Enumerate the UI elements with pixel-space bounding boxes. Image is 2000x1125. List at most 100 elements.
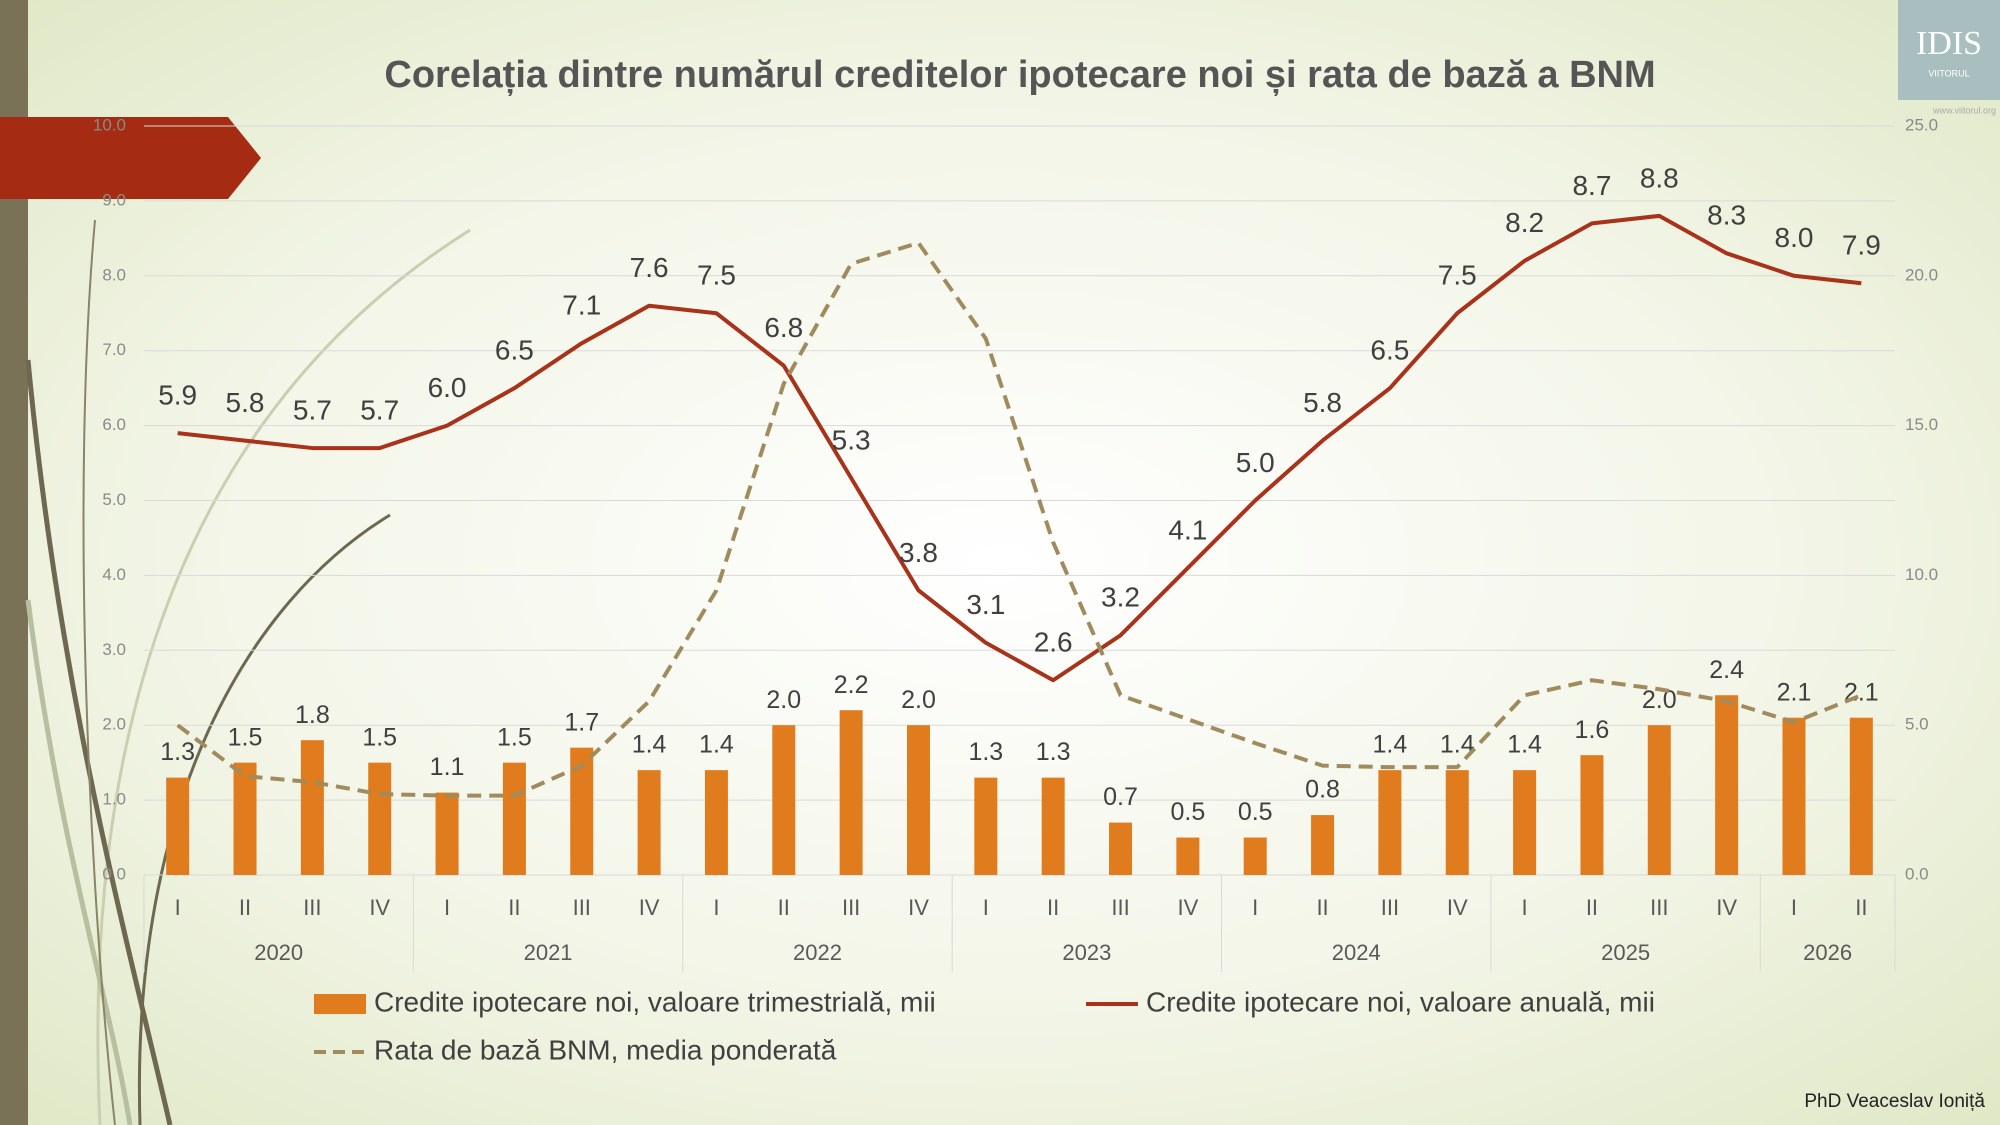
line-value-label: 8.3 [1707, 200, 1746, 231]
x-tick-label: IV [1716, 895, 1737, 920]
x-group-label: 2024 [1332, 940, 1381, 965]
line-value-label: 6.5 [495, 335, 534, 366]
line-value-label: 5.8 [1303, 387, 1342, 418]
line-value-label: 6.0 [428, 372, 467, 403]
logo-box [1898, 0, 2000, 100]
bar [772, 725, 796, 875]
x-group-label: 2025 [1601, 940, 1650, 965]
x-tick-label: IV [1447, 895, 1468, 920]
line-value-label: 2.6 [1034, 627, 1073, 658]
bar-value-label: 2.1 [1777, 678, 1812, 706]
x-group-label: 2021 [524, 940, 573, 965]
x-tick-label: IV [369, 895, 390, 920]
y-tick-label: 2.0 [102, 715, 126, 734]
bar [1445, 770, 1469, 875]
line-value-label: 5.7 [293, 394, 332, 425]
bar-value-label: 1.5 [497, 723, 532, 751]
bar [1647, 725, 1671, 875]
bar [906, 725, 930, 875]
legend-label: Credite ipotecare noi, valoare anuală, m… [1146, 986, 1655, 1017]
bar-value-label: 0.7 [1103, 783, 1138, 811]
x-group-label: 2020 [254, 940, 303, 965]
bar-value-label: 2.4 [1709, 656, 1744, 684]
x-group-label: 2022 [793, 940, 842, 965]
bar-value-label: 1.8 [295, 701, 330, 729]
bar [1378, 770, 1402, 875]
bar [1782, 717, 1806, 875]
x-tick-label: III [303, 895, 321, 920]
bar [1109, 822, 1133, 875]
bar [233, 762, 257, 875]
bar [1849, 717, 1873, 875]
bar [570, 747, 594, 875]
bar [368, 762, 392, 875]
logo-subtext: VIITORUL [1928, 68, 1969, 78]
x-tick-label: III [1650, 895, 1668, 920]
x-tick-label: I [1791, 895, 1797, 920]
bar [1311, 815, 1335, 875]
y-tick-label: 8.0 [102, 265, 126, 284]
dashed-line [176, 240, 1863, 798]
line-value-label: 7.1 [562, 290, 601, 321]
bar-value-label: 1.3 [1036, 738, 1071, 766]
line-value-label: 5.9 [158, 379, 197, 410]
bar-value-label: 2.2 [834, 671, 869, 699]
bar [1580, 755, 1604, 875]
line-value-label: 8.7 [1572, 170, 1611, 201]
x-tick-label: III [842, 895, 860, 920]
y2-tick-label: 5.0 [1905, 715, 1929, 734]
bar-value-label: 2.0 [766, 686, 801, 714]
bar [502, 762, 526, 875]
line-value-label: 7.5 [697, 260, 736, 291]
x-tick-label: II [1316, 895, 1328, 920]
line-value-label: 3.2 [1101, 582, 1140, 613]
y-tick-label: 0.0 [102, 864, 126, 883]
x-tick-label: IV [639, 895, 660, 920]
bar [1513, 770, 1537, 875]
bar-value-label: 1.7 [564, 708, 599, 736]
bar [1715, 695, 1739, 875]
x-tick-label: I [1252, 895, 1258, 920]
x-tick-label: II [239, 895, 251, 920]
bar-value-label: 1.5 [362, 723, 397, 751]
x-group-label: 2026 [1803, 940, 1852, 965]
bar [300, 740, 324, 875]
x-group-label: 2023 [1062, 940, 1111, 965]
x-tick-label: IV [908, 895, 929, 920]
bar-value-label: 2.0 [901, 686, 936, 714]
plot: 0.0 1.0 2.0 3.0 4.0 5.0 6.0 7.0 8.0 9.0 10.0 0.0 5.0… [93, 115, 1938, 1065]
line-value-label: 6.5 [1370, 335, 1409, 366]
decoration [25, 219, 471, 1125]
x-tick-label: II [1047, 895, 1059, 920]
bar [435, 792, 459, 875]
bar-value-label: 1.4 [699, 731, 734, 759]
bar-value-label: 1.3 [160, 738, 195, 766]
line-value-label: 8.8 [1640, 162, 1679, 193]
bar-value-label: 0.5 [1170, 798, 1205, 826]
bar [974, 777, 998, 875]
line [177, 213, 1862, 683]
y-tick-label: 6.0 [102, 415, 126, 434]
x-tick-label: II [778, 895, 790, 920]
y-tick-label: 3.0 [102, 640, 126, 659]
bar-value-label: 1.1 [430, 753, 465, 781]
x-tick-label: II [508, 895, 520, 920]
chart-title: Corelația dintre numărul creditelor ipot… [384, 54, 1655, 96]
bar-value-label: 0.5 [1238, 798, 1273, 826]
y2-tick-label: 15.0 [1905, 415, 1938, 434]
y2-tick-label: 25.0 [1905, 115, 1938, 134]
x-tick-label: IV [1177, 895, 1198, 920]
bar [839, 710, 863, 875]
line-value-label: 7.9 [1842, 230, 1881, 261]
bar-value-label: 1.6 [1575, 716, 1610, 744]
legend-label: Rata de bază BNM, media ponderată [374, 1034, 837, 1065]
x-tick-label: I [1522, 895, 1528, 920]
y-tick-label: 4.0 [102, 565, 126, 584]
logo-url: www.viitorul.org [1932, 105, 1996, 115]
y-tick-label: 10.0 [93, 115, 126, 134]
bar [166, 777, 190, 875]
logo-text: IDIS [1916, 25, 1982, 62]
line-value-label: 5.8 [226, 387, 265, 418]
